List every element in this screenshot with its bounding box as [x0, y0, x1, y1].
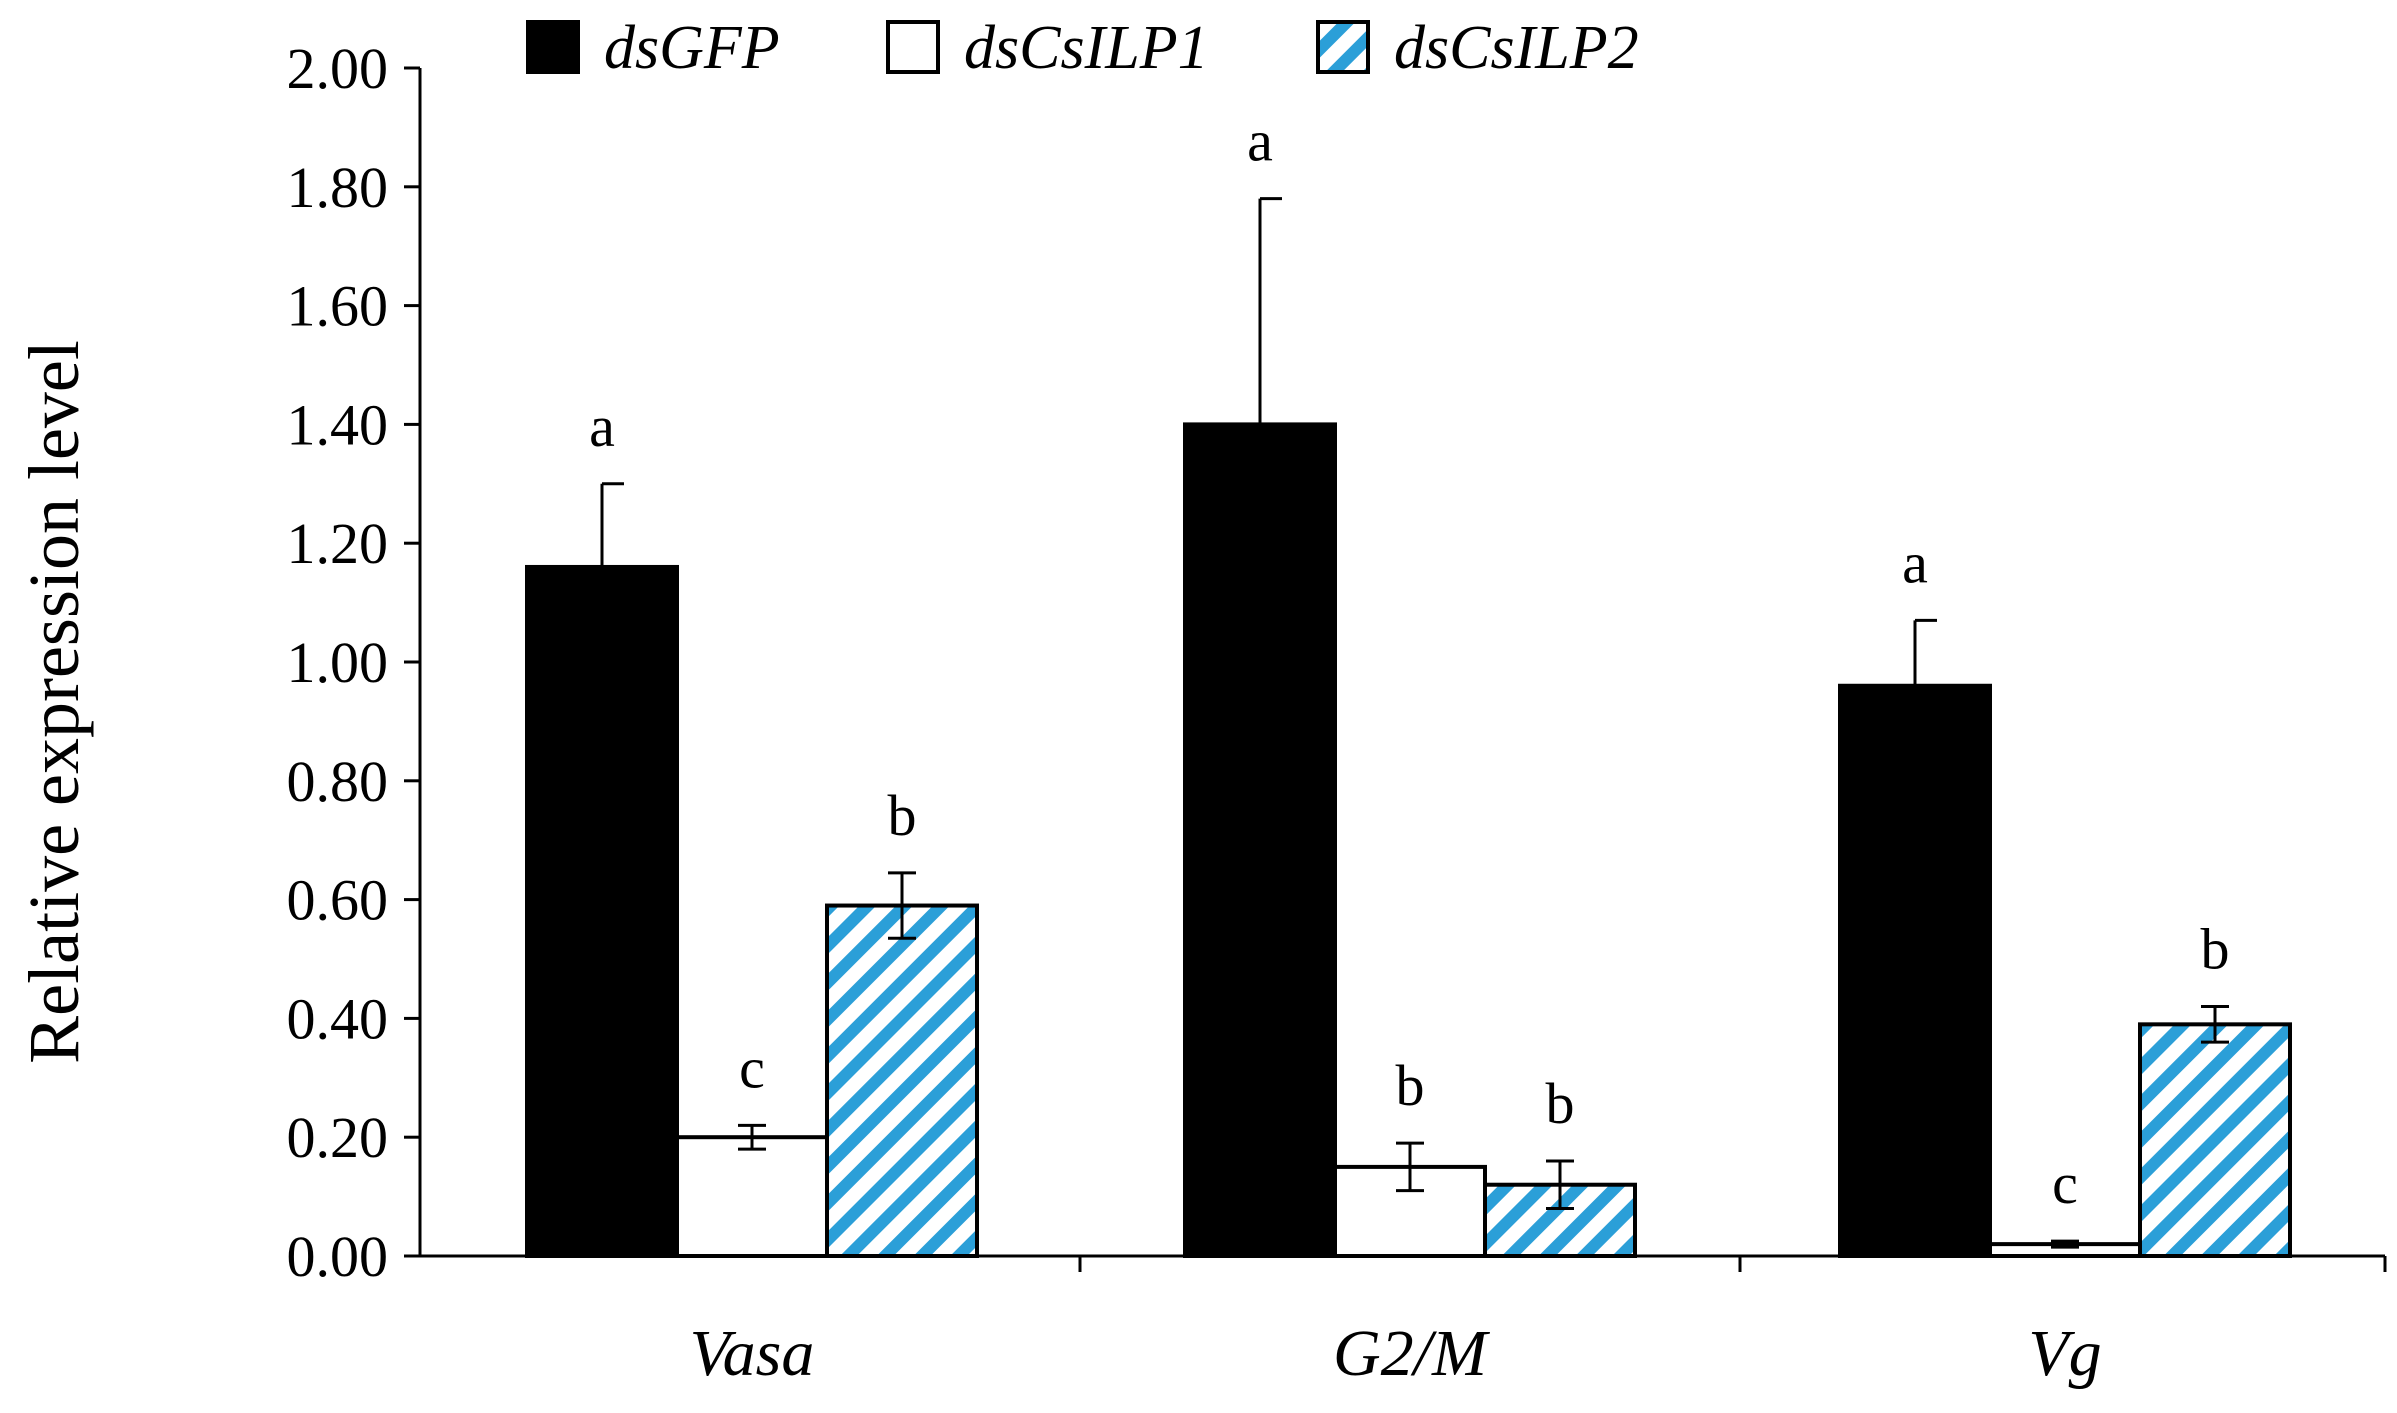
- legend-label: dsCsILP2: [1394, 14, 1639, 82]
- y-tick-label: 1.00: [287, 630, 389, 695]
- x-category-label: G2/M: [1333, 1317, 1491, 1390]
- bar-dsCsILP2: [825, 903, 979, 1258]
- y-tick-label: 0.20: [287, 1105, 389, 1170]
- error-bar: [738, 1123, 766, 1151]
- error-bars: [600, 197, 2229, 1249]
- y-tick-label: 1.80: [287, 155, 389, 220]
- x-category-label: Vg: [2028, 1317, 2101, 1390]
- error-bar: [600, 482, 624, 567]
- bar-dsGFP: [1838, 683, 1992, 1258]
- significance-label: a: [589, 394, 615, 459]
- significance-label: b: [2201, 917, 2230, 982]
- legend-item: dsCsILP2: [1316, 14, 1639, 82]
- y-tick-label: 0.80: [287, 749, 389, 814]
- y-tick-label: 0.60: [287, 868, 389, 933]
- legend-label: dsGFP: [604, 14, 780, 82]
- labels: Vasa G2/M Vg a a a c b c b b b: [589, 109, 2229, 1390]
- legend-swatch: [1316, 20, 1370, 74]
- significance-label: a: [1902, 530, 1928, 595]
- error-bar: [888, 871, 916, 940]
- legend-label: dsCsILP1: [964, 14, 1209, 82]
- y-axis-title: Relative expression level: [14, 340, 94, 1064]
- error-bar: [1913, 618, 1937, 686]
- axes: 0.00 0.20 0.40 0.60 0.80 1.00 1.20 1.40 1.60 1.80…: [14, 36, 2387, 1289]
- error-bar: [1546, 1159, 1574, 1210]
- y-tick-label: 0.00: [287, 1224, 389, 1289]
- bars: [525, 422, 2292, 1259]
- error-bar: [2051, 1239, 2079, 1249]
- legend-item: dsGFP: [526, 14, 780, 82]
- significance-label: b: [888, 783, 917, 848]
- y-tick-label: 1.60: [287, 274, 389, 339]
- x-category-label: Vasa: [690, 1317, 815, 1390]
- legend-swatch: [886, 20, 940, 74]
- significance-label: c: [739, 1035, 765, 1100]
- significance-label: b: [1396, 1053, 1425, 1118]
- y-tick-label: 1.20: [287, 511, 389, 576]
- legend-swatch: [526, 20, 580, 74]
- legend-item: dsCsILP1: [886, 14, 1209, 82]
- y-tick-label: 1.40: [287, 392, 389, 457]
- bar-dsCsILP2: [2138, 1022, 2292, 1258]
- significance-label: b: [1546, 1071, 1575, 1136]
- bar-dsCsILP1: [1333, 1164, 1487, 1259]
- legend: dsGFP dsCsILP1 dsCsILP2: [526, 14, 1639, 82]
- significance-label: a: [1247, 109, 1273, 174]
- y-tick-label: 2.00: [287, 36, 389, 101]
- error-bar: [2201, 1005, 2229, 1044]
- y-tick-label: 0.40: [287, 986, 389, 1051]
- bar-dsGFP: [525, 564, 679, 1258]
- bar-dsCsILP1: [675, 1135, 829, 1258]
- error-bar: [1396, 1141, 1424, 1193]
- error-bar: [1258, 197, 1282, 425]
- bar-dsGFP: [1183, 422, 1337, 1258]
- significance-label: c: [2052, 1151, 2078, 1216]
